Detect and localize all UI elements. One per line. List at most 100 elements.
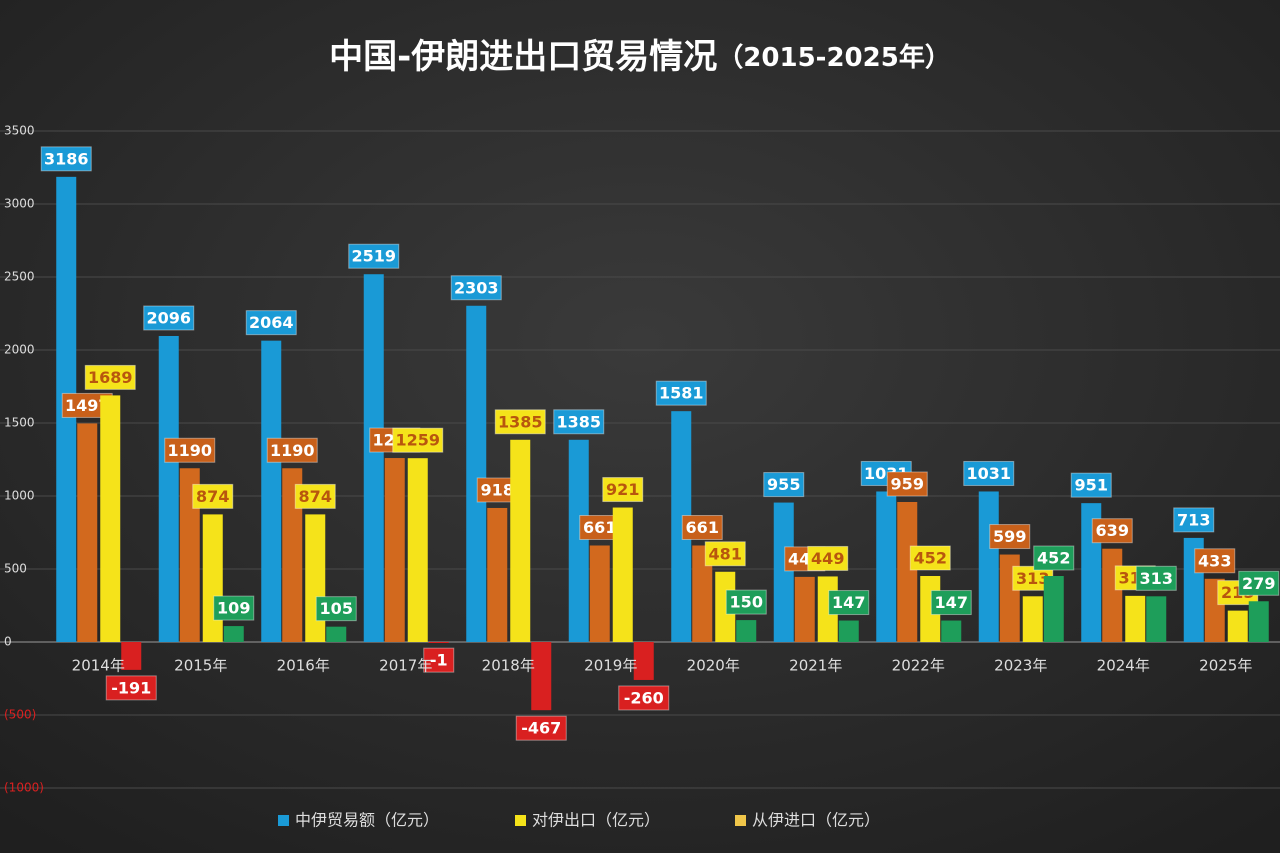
value-label: 150 (730, 593, 763, 612)
value-label-box (909, 545, 951, 571)
legend-label: 对伊出口（亿元） (532, 811, 660, 830)
y-tick-label: 3500 (4, 124, 35, 138)
value-label-box (40, 146, 92, 172)
bar (612, 507, 633, 642)
value-label-box (450, 275, 502, 301)
value-label-box (192, 483, 234, 509)
value-label: 874 (196, 487, 229, 506)
value-label-box (294, 483, 336, 509)
y-tick-label: 3000 (4, 197, 35, 211)
value-label-box (348, 243, 400, 269)
x-tick-label: 2025年 (1199, 657, 1252, 675)
x-tick-label: 2016年 (277, 657, 330, 675)
value-label: 951 (1075, 476, 1108, 495)
bar (179, 468, 200, 642)
value-label: 661 (583, 518, 616, 537)
value-label-box (1194, 548, 1236, 574)
bar (326, 626, 347, 642)
bar (1146, 596, 1167, 642)
value-label: 918 (481, 480, 514, 499)
bar (261, 340, 282, 642)
value-label: -191 (111, 678, 151, 697)
value-label-box (392, 427, 444, 453)
value-label: 105 (320, 599, 353, 618)
y-tick-label: 2500 (4, 270, 35, 284)
bar (692, 545, 713, 642)
value-label-box (763, 472, 805, 498)
bar (1125, 595, 1146, 642)
bar (897, 501, 918, 642)
bar (1102, 548, 1123, 642)
value-label: 639 (1096, 521, 1129, 540)
value-label: 1031 (966, 464, 1011, 483)
value-label: 433 (1198, 551, 1231, 570)
chart-subtitle: （2015-2025年） (717, 42, 951, 73)
value-label: 2064 (249, 313, 294, 332)
bar (1043, 576, 1064, 642)
value-label-box (828, 590, 870, 616)
value-label-box (1091, 518, 1133, 544)
value-label: 599 (993, 527, 1026, 546)
value-label: 2519 (351, 247, 396, 266)
value-label: 1259 (395, 431, 440, 450)
value-label: 959 (891, 474, 924, 493)
value-label-box (245, 310, 297, 336)
value-label-box (602, 477, 644, 503)
bar (363, 274, 384, 642)
bar (589, 545, 610, 642)
bar (531, 642, 552, 711)
value-label: 1190 (270, 441, 315, 460)
x-tick-label: 2020年 (687, 657, 740, 675)
bar (428, 642, 449, 643)
bar (77, 423, 98, 642)
bar (282, 468, 303, 642)
y-tick-label: 1000 (4, 489, 35, 503)
chart-title: 中国-伊朗进出口贸易情况 (329, 37, 717, 77)
value-label: 1581 (659, 384, 704, 403)
bar (1227, 610, 1248, 642)
value-label-box (886, 471, 928, 497)
bar (1248, 601, 1269, 642)
value-label-box (423, 647, 455, 673)
value-label: -467 (521, 719, 561, 738)
bar (407, 458, 428, 642)
value-label: 449 (811, 549, 844, 568)
bar (158, 335, 179, 642)
value-label-box (494, 409, 546, 435)
bar (671, 411, 692, 642)
x-tick-label: 2019年 (584, 657, 637, 675)
value-label-box (1238, 570, 1280, 596)
value-label-box (1173, 507, 1215, 533)
value-label: 713 (1177, 510, 1210, 529)
y-tick-label: (1000) (4, 781, 44, 795)
x-tick-label: 2014年 (72, 657, 125, 675)
bar (305, 514, 326, 642)
value-label-box (725, 589, 767, 615)
value-label-box (1033, 545, 1075, 571)
value-label: 2303 (454, 278, 499, 297)
bar (510, 439, 531, 642)
bar (100, 395, 121, 642)
legend-swatch (735, 815, 746, 826)
value-label: 147 (935, 593, 968, 612)
bar (466, 305, 487, 642)
value-label-box (655, 380, 707, 406)
bar (633, 642, 654, 680)
legend-swatch (278, 815, 289, 826)
value-label-box (963, 460, 1015, 486)
value-label: 313 (1140, 569, 1173, 588)
value-label: 1689 (88, 368, 133, 387)
bar (487, 507, 508, 642)
value-label: 1497 (65, 396, 110, 415)
value-label: 279 (1242, 574, 1275, 593)
bar (202, 514, 223, 642)
bar (838, 620, 859, 642)
legend-label: 从伊进口（亿元） (752, 811, 880, 830)
value-label-box (989, 524, 1031, 550)
y-tick-label: 0 (4, 635, 12, 649)
value-label: 452 (914, 549, 947, 568)
value-label: 481 (709, 544, 742, 563)
